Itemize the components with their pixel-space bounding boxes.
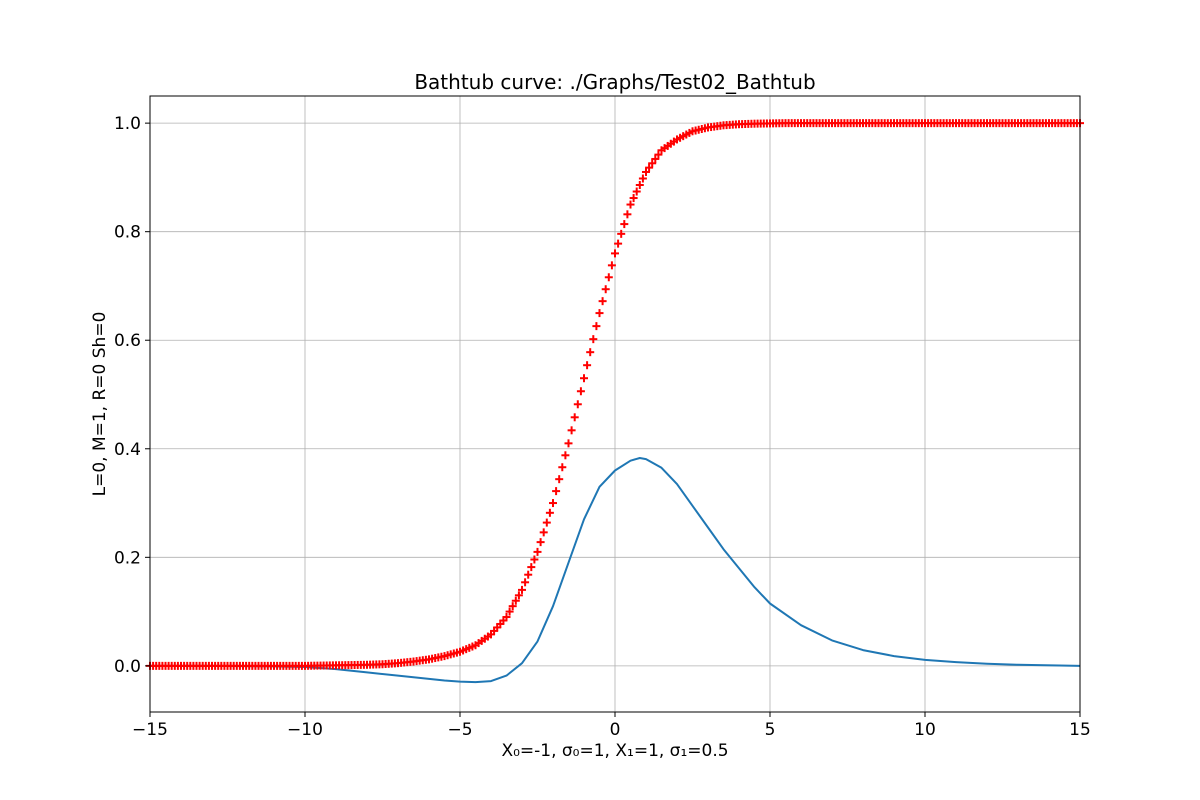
- y-tick-label: 0.2: [114, 548, 141, 568]
- red-plus-marker: [638, 174, 647, 183]
- red-plus-marker: [576, 387, 585, 396]
- y-axis-label: L=0, M=1, R=0 Sh=0: [90, 312, 110, 497]
- red-plus-marker: [654, 150, 663, 159]
- y-tick-label: 0.0: [114, 657, 141, 677]
- red-plus-marker: [567, 426, 576, 435]
- x-tick-label: 0: [610, 720, 621, 740]
- red-plus-marker: [518, 585, 526, 594]
- x-tick-label: −10: [287, 720, 323, 740]
- y-tick-label: 0.6: [114, 331, 141, 351]
- x-tick-label: −15: [132, 720, 168, 740]
- x-tick-label: −5: [447, 720, 472, 740]
- red-plus-marker: [533, 547, 542, 556]
- x-axis-label: X₀=-1, σ₀=1, X₁=1, σ₁=0.5: [501, 741, 728, 761]
- series-red-markers: [146, 119, 1084, 670]
- red-plus-marker: [561, 451, 570, 460]
- red-plus-marker: [601, 285, 610, 294]
- blue-curve: [150, 457, 1081, 684]
- red-plus-marker: [542, 518, 551, 527]
- red-plus-marker: [524, 570, 533, 579]
- red-plus-marker: [555, 475, 564, 484]
- red-plus-marker: [583, 361, 592, 370]
- y-tick-label: 1.0: [114, 114, 141, 134]
- red-plus-marker: [589, 335, 598, 344]
- red-plus-marker: [539, 528, 548, 537]
- red-plus-marker: [570, 413, 579, 422]
- red-plus-marker: [592, 322, 601, 331]
- x-tick-label: 10: [914, 720, 936, 740]
- red-plus-marker: [521, 578, 530, 587]
- red-plus-marker: [595, 309, 604, 318]
- red-plus-marker: [536, 538, 545, 547]
- red-plus-marker: [607, 261, 616, 270]
- red-plus-marker: [645, 163, 654, 172]
- red-plus-marker: [614, 239, 623, 248]
- chart-title: Bathtub curve: ./Graphs/Test02_Bathtub: [414, 70, 815, 94]
- red-plus-marker: [620, 220, 629, 229]
- red-plus-marker: [611, 249, 619, 258]
- y-tick-label: 0.4: [114, 440, 141, 460]
- red-plus-marker: [617, 229, 626, 238]
- red-plus-marker: [586, 348, 595, 357]
- red-plus-marker: [564, 439, 573, 448]
- red-plus-marker: [545, 508, 554, 517]
- red-plus-marker: [573, 400, 582, 409]
- red-plus-marker: [635, 181, 644, 190]
- red-plus-marker: [629, 194, 638, 203]
- red-plus-marker: [580, 374, 588, 383]
- red-plus-marker: [505, 607, 514, 616]
- red-plus-marker: [502, 613, 511, 622]
- red-plus-marker: [648, 159, 657, 168]
- red-plus-marker: [623, 210, 632, 219]
- red-plus-marker: [514, 591, 523, 600]
- red-plus-marker: [598, 297, 607, 306]
- red-plus-marker: [527, 563, 536, 572]
- red-plus-marker: [552, 487, 561, 496]
- series-blue-line: [150, 457, 1081, 684]
- red-plus-marker: [642, 167, 650, 176]
- red-plus-marker: [558, 463, 567, 472]
- red-plus-marker: [632, 187, 641, 196]
- axis-ticks: −15 −10 −5 0 5 10 15 0.0 0.2 0.4 0.6 0.8 1.0: [114, 114, 1091, 740]
- red-plus-marker: [508, 602, 517, 611]
- red-plus-marker: [530, 555, 539, 564]
- x-tick-label: 5: [765, 720, 776, 740]
- red-plus-marker: [604, 273, 613, 282]
- y-tick-label: 0.8: [114, 223, 141, 243]
- red-plus-marker: [511, 596, 520, 605]
- red-plus-marker: [651, 154, 660, 163]
- red-plus-marker: [626, 200, 635, 209]
- grid-lines: [149, 96, 1081, 712]
- x-tick-label: 15: [1069, 720, 1091, 740]
- red-plus-marker: [549, 499, 557, 508]
